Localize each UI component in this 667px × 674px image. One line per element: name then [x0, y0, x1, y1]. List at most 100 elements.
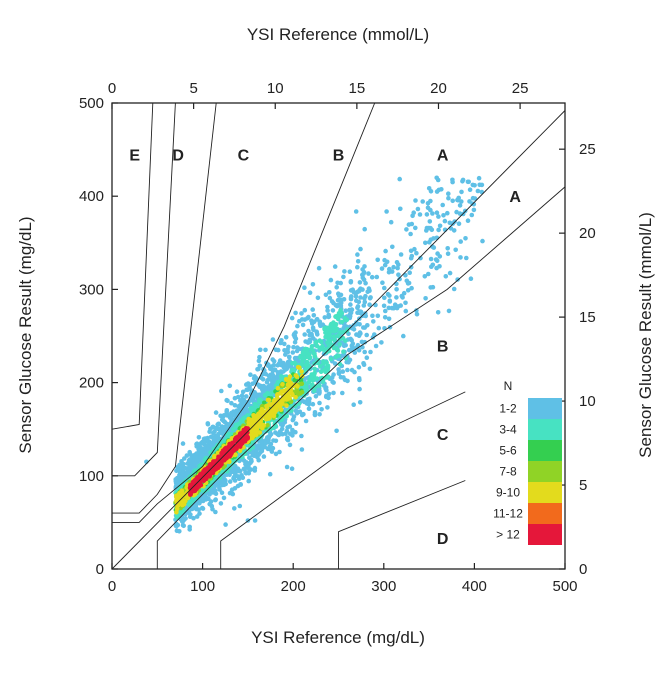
data-point [339, 319, 345, 325]
data-point [304, 400, 310, 406]
data-point [342, 269, 347, 274]
data-point [356, 376, 362, 381]
x-tick-label: 100 [190, 578, 215, 595]
data-point [349, 307, 355, 312]
data-point [186, 502, 192, 508]
data-point [281, 364, 287, 369]
data-point [459, 189, 464, 195]
data-point [227, 383, 233, 389]
data-point [325, 304, 330, 310]
data-point [338, 292, 344, 298]
data-point [284, 397, 290, 402]
data-point [229, 416, 234, 421]
data-point [259, 448, 265, 454]
data-point [343, 308, 349, 314]
data-point [351, 323, 357, 328]
data-point [309, 333, 315, 338]
data-point [355, 264, 360, 270]
data-point [262, 400, 267, 406]
data-point [383, 308, 388, 314]
zone-boundary-line [112, 102, 217, 514]
zone-boundary-line [111, 110, 566, 570]
data-point [180, 470, 185, 476]
data-point [280, 382, 285, 387]
zone-boundary-line [220, 391, 466, 569]
data-point [331, 325, 336, 330]
data-point [217, 487, 222, 492]
data-point [480, 238, 485, 244]
data-point [356, 364, 362, 370]
y-tick-label: 300 [79, 281, 104, 298]
data-point [463, 236, 468, 241]
data-point [304, 349, 310, 355]
data-point [181, 461, 186, 467]
data-point [307, 290, 313, 296]
data-point [360, 275, 366, 281]
data-point [299, 433, 304, 439]
data-point [328, 277, 334, 283]
data-point [430, 211, 435, 216]
data-point [395, 304, 401, 309]
data-point [284, 403, 289, 408]
legend-title: N [504, 379, 513, 393]
data-point [436, 227, 441, 233]
data-point [278, 407, 284, 413]
x2-tick-label: 5 [189, 80, 197, 97]
data-point [180, 522, 186, 528]
data-point [451, 286, 457, 292]
data-point [215, 421, 221, 427]
zone-label-d: D [172, 147, 184, 164]
data-point [341, 375, 346, 380]
data-point [427, 219, 433, 224]
data-point [321, 368, 327, 373]
data-point [215, 450, 221, 456]
data-point [434, 258, 440, 264]
data-point [394, 287, 399, 292]
data-point [471, 207, 477, 213]
data-point [330, 379, 335, 385]
data-point [260, 425, 265, 431]
data-point [407, 270, 413, 276]
data-point [344, 359, 350, 365]
data-point [271, 398, 277, 403]
data-point [337, 297, 343, 303]
data-point [252, 402, 258, 407]
data-point [271, 362, 277, 368]
data-point [358, 246, 363, 252]
data-point [450, 198, 456, 204]
data-point [246, 399, 251, 405]
data-point [355, 252, 360, 257]
legend-label: 9-10 [496, 486, 520, 500]
data-point [247, 467, 252, 473]
data-point [408, 265, 414, 270]
data-point [423, 240, 428, 246]
data-point [303, 418, 309, 424]
data-point [275, 392, 280, 398]
data-point [273, 347, 279, 353]
data-point [267, 383, 272, 388]
data-point [315, 332, 320, 337]
data-point [270, 376, 276, 382]
data-point [213, 497, 218, 503]
data-point [247, 447, 252, 452]
data-point [349, 343, 355, 349]
data-point [446, 195, 451, 201]
data-point [239, 393, 245, 398]
data-point [189, 453, 194, 458]
data-point [279, 377, 284, 383]
data-point [382, 262, 388, 268]
data-point [375, 313, 381, 319]
data-point [214, 438, 220, 444]
data-point [337, 341, 343, 347]
data-point [196, 457, 202, 463]
data-point [379, 266, 385, 271]
data-point [231, 466, 236, 471]
data-point [360, 267, 365, 272]
data-point [256, 419, 261, 424]
data-point [373, 343, 379, 349]
legend-label: 7-8 [499, 465, 517, 479]
data-point [287, 374, 293, 379]
data-point [193, 462, 199, 467]
data-point [252, 465, 258, 471]
data-point [391, 305, 397, 311]
